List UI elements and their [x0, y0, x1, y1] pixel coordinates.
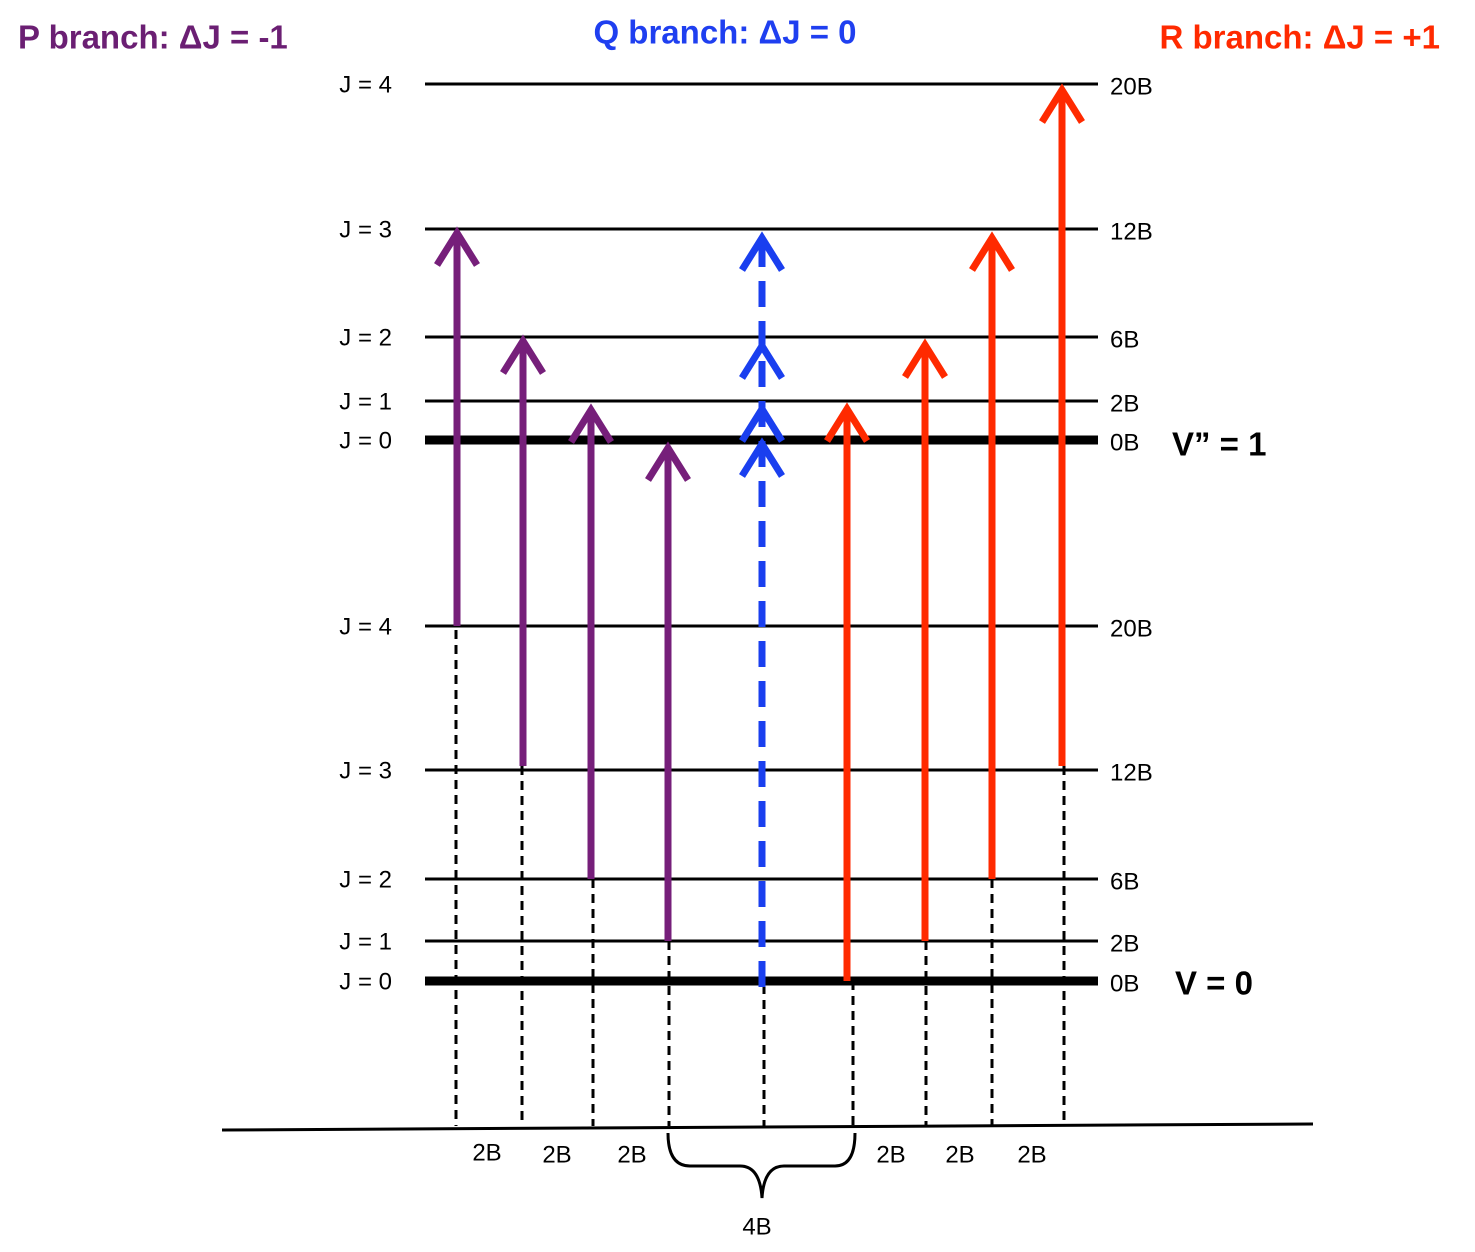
j-label: J = 4 [339, 613, 392, 640]
brace [666, 1132, 857, 1199]
arrow-head [739, 402, 785, 443]
j-label: J = 3 [339, 757, 392, 784]
arrow-head [568, 403, 614, 444]
j-label: J = 1 [339, 388, 392, 415]
arrow-head [434, 226, 480, 267]
spacing-label: 2B [617, 1141, 646, 1168]
energy-label: 20B [1110, 73, 1153, 100]
energy-label: 0B [1110, 429, 1139, 456]
baseline [221, 1122, 1314, 1132]
lower-vibrational-label: V = 0 [1175, 965, 1253, 1002]
j-label: J = 3 [339, 216, 392, 243]
energy-label: 6B [1110, 326, 1139, 353]
arrow-head [739, 231, 785, 272]
j-label: J = 0 [339, 427, 392, 454]
j-label: J = 4 [339, 71, 392, 98]
arrow-head [969, 231, 1015, 272]
j-label: J = 2 [339, 866, 392, 893]
arrow-head [824, 402, 870, 443]
arrow-head [645, 441, 691, 482]
q-branch-title: Q branch: ΔJ = 0 [593, 14, 856, 51]
r-branch-title: R branch: ΔJ = +1 [1160, 19, 1440, 56]
p-branch-title: P branch: ΔJ = -1 [18, 19, 288, 56]
energy-label: 12B [1110, 759, 1153, 786]
arrow-head [500, 334, 546, 375]
energy-label: 20B [1110, 615, 1153, 642]
spacing-label: 4B [742, 1213, 771, 1240]
arrow-head [739, 339, 785, 380]
energy-label: 6B [1110, 868, 1139, 895]
spacing-label: 2B [945, 1141, 974, 1168]
arrow-head [902, 338, 948, 379]
arrow-head [739, 437, 785, 478]
spacing-label: 2B [876, 1141, 905, 1168]
spacing-label: 2B [542, 1141, 571, 1168]
spacing-label: 2B [1017, 1141, 1046, 1168]
upper-vibrational-label: V” = 1 [1172, 426, 1266, 463]
energy-label: 12B [1110, 218, 1153, 245]
j-label: J = 1 [339, 928, 392, 955]
energy-label: 2B [1110, 930, 1139, 957]
j-label: J = 2 [339, 324, 392, 351]
j-label: J = 0 [339, 968, 392, 995]
spacing-label: 2B [472, 1139, 501, 1166]
arrow-head [1039, 83, 1085, 124]
energy-label: 0B [1110, 970, 1139, 997]
energy-label: 2B [1110, 390, 1139, 417]
